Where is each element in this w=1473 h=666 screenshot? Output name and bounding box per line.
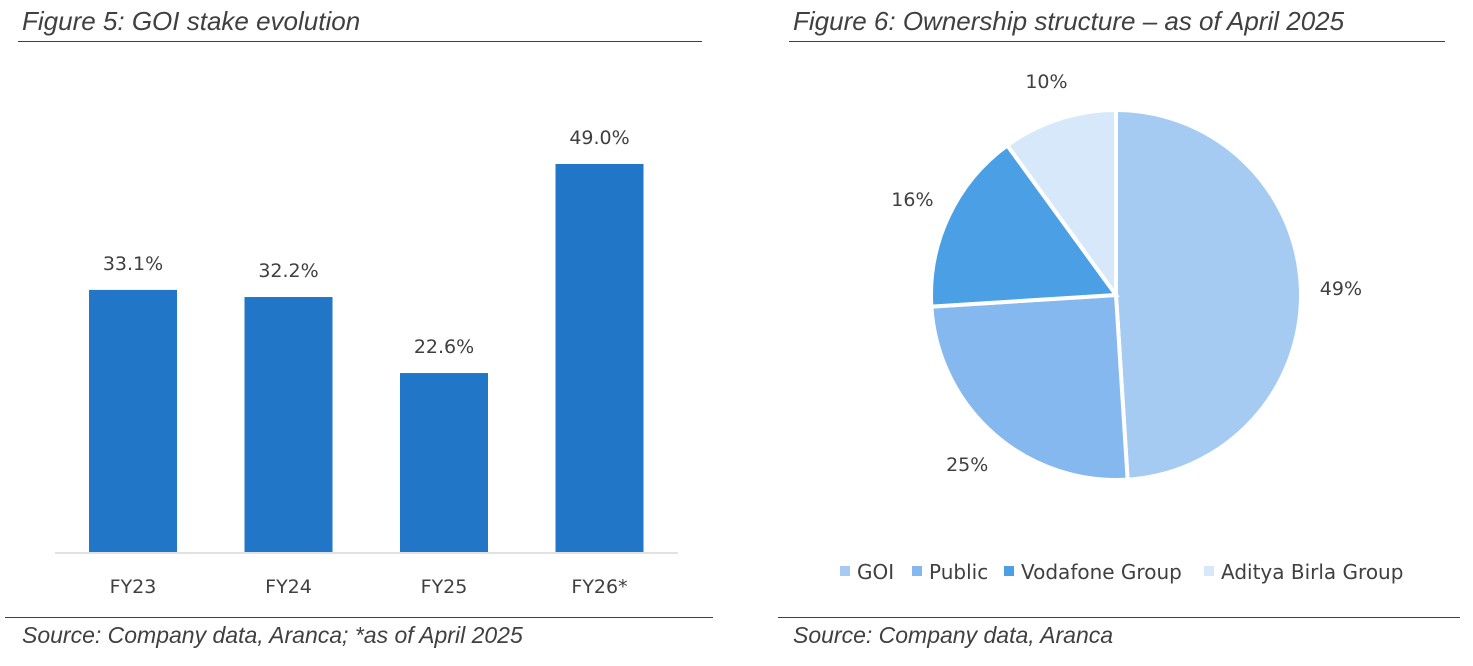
x-tick-label: FY26* [571, 576, 627, 598]
legend-label: Vodafone Group [1021, 560, 1182, 584]
figure-6-title: Figure 6: Ownership structure – as of Ap… [793, 6, 1345, 36]
legend-label: Public [929, 560, 988, 584]
legend-label: GOI [857, 560, 894, 584]
figure-5-title-rule [18, 41, 702, 42]
legend-swatch [840, 566, 850, 576]
pie-value-label: 25% [946, 454, 988, 476]
figure-5-source: Source: Company data, Aranca; *as of Apr… [22, 622, 523, 648]
figure-6-source-rule [778, 617, 1460, 618]
bar-chart: 33.1% FY23 32.2% FY24 22.6% FY25 49.0% FY26* [55, 127, 678, 598]
legend-item-goi: GOI [840, 560, 894, 584]
bar-fy23 [89, 289, 177, 552]
pie-slice-public [929, 292, 1130, 482]
legend-item-vodafone-group: Vodafone Group [1004, 560, 1182, 584]
pie-slice-aditya-birla-group [1004, 107, 1118, 302]
bar-value-label: 49.0% [569, 127, 629, 149]
x-tick-label: FY25 [421, 576, 468, 598]
bar-fy26-star [555, 164, 644, 552]
legend-swatch [912, 566, 922, 576]
bar-fy24 [244, 297, 333, 552]
legend-swatch [1204, 566, 1214, 576]
legend-swatch [1004, 566, 1014, 576]
x-tick-label: FY24 [265, 576, 312, 598]
legend-item-public: Public [912, 560, 988, 584]
legend-label: Aditya Birla Group [1221, 560, 1403, 584]
bar-value-label: 22.6% [414, 336, 474, 358]
pie-slice-vodafone-group [929, 142, 1120, 309]
x-tick-label: FY23 [110, 576, 157, 598]
figure-5-title: Figure 5: GOI stake evolution [22, 6, 361, 36]
figure-6-title-rule [789, 41, 1445, 42]
pie-chart: 49% 25% 16% 10% GOI Public Vodafone Group Adity… [840, 71, 1403, 584]
pie-value-label: 49% [1320, 278, 1362, 300]
bar-value-label: 32.2% [258, 260, 318, 282]
pie-slice-goi [1114, 107, 1303, 482]
bar-value-label: 33.1% [103, 253, 163, 275]
pie-value-label: 16% [891, 189, 933, 211]
legend-item-aditya-birla-group: Aditya Birla Group [1204, 560, 1403, 584]
figure-6-source: Source: Company data, Aranca [793, 622, 1114, 648]
bar-fy25 [400, 373, 488, 552]
pie-value-label: 10% [1025, 71, 1067, 93]
figure-5-source-rule [5, 617, 713, 618]
